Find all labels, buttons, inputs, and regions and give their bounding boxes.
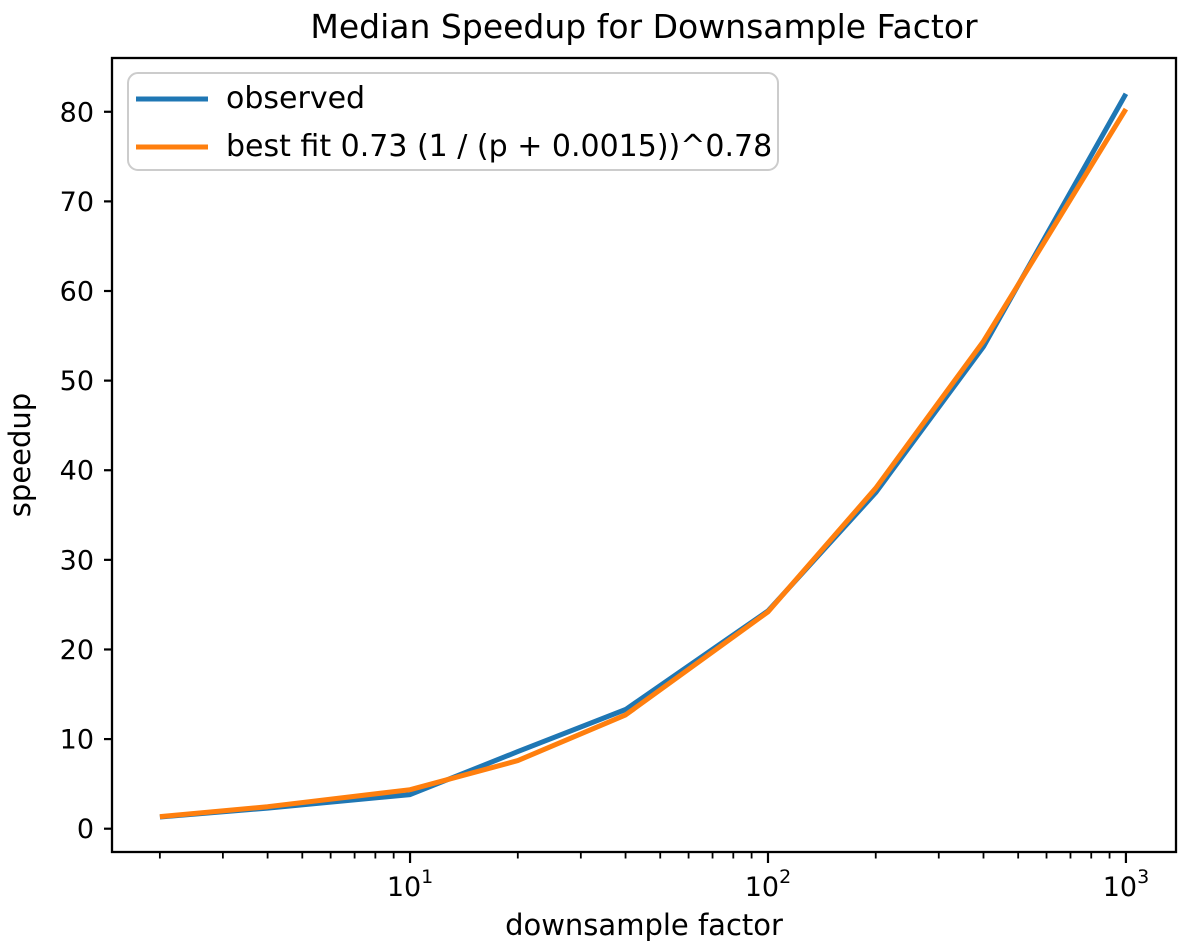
series-line-observed — [159, 92, 1129, 820]
y-tick-label: 70 — [60, 187, 94, 218]
y-tick-label: 40 — [60, 456, 94, 487]
y-axis-ticks: 0 10 20 30 40 50 60 70 80 — [60, 97, 112, 845]
y-tick-label: 80 — [60, 97, 94, 128]
y-tick-label: 60 — [60, 277, 94, 308]
legend-label-best-fit: best fit 0.73 (1 / (p + 0.0015))^0.78 — [226, 129, 772, 164]
y-tick-label: 50 — [60, 366, 94, 397]
y-tick-label: 10 — [60, 725, 94, 756]
legend-box — [127, 72, 779, 171]
plot-area — [110, 56, 1178, 854]
chart-title: Median Speedup for Downsample Factor — [310, 7, 978, 46]
legend-label-observed: observed — [226, 81, 365, 116]
legend: observed best fit 0.73 (1 / (p + 0.0015)… — [127, 72, 779, 171]
y-tick-label: 20 — [60, 635, 94, 666]
x-tick-label: 103 — [1103, 866, 1149, 903]
y-tick-label: 30 — [60, 545, 94, 576]
x-tick-label: 101 — [387, 866, 433, 903]
data-series — [159, 92, 1129, 820]
x-axis-label: downsample factor — [505, 908, 783, 942]
series-line-best-fit — [159, 107, 1129, 820]
y-axis-label: speedup — [3, 393, 37, 517]
x-axis-ticks: 101 102 103 — [158, 852, 1149, 903]
y-tick-label: 0 — [77, 814, 94, 845]
x-tick-label: 102 — [745, 866, 791, 903]
